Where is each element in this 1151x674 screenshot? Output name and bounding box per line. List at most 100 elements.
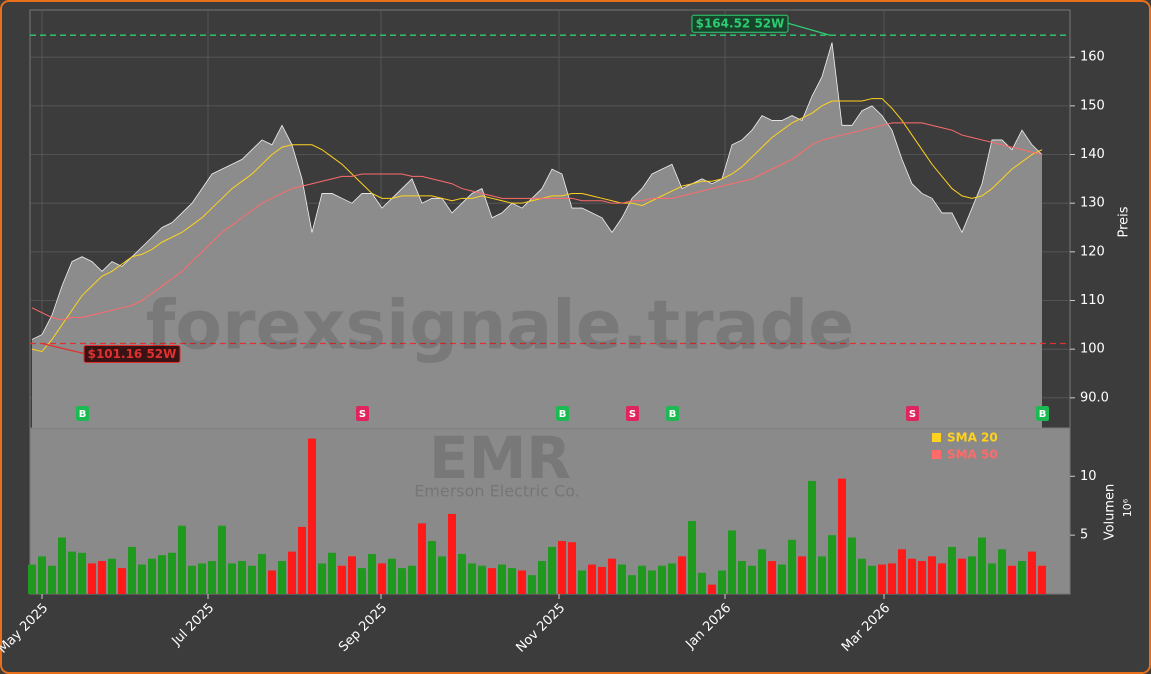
signal-badge: [1036, 406, 1049, 421]
volume-bar: [128, 546, 136, 594]
annotation-box: [691, 14, 789, 33]
volume-bar: [878, 564, 886, 594]
volume-bar: [88, 563, 96, 594]
volume-bar: [678, 556, 686, 594]
volume-bar: [68, 551, 76, 594]
volume-bar: [218, 525, 226, 594]
y-tick-label: 130: [1080, 196, 1105, 211]
volume-bar: [568, 542, 576, 594]
volume-bar: [608, 558, 616, 594]
volume-bar: [228, 563, 236, 594]
annotation-label: $164.52 52W: [696, 17, 785, 31]
signal-badge: [76, 406, 89, 421]
price-line: [31, 42, 1043, 340]
volume-bar: [378, 563, 386, 594]
y-axis-label: Preis: [1117, 206, 1132, 237]
signal-label: B: [669, 409, 677, 420]
annotation-arrow: [787, 22, 831, 36]
y-tick-label: 120: [1080, 244, 1105, 259]
volume-bar: [948, 546, 956, 594]
volume-bar: [458, 553, 466, 594]
y-tick-label: 110: [1080, 293, 1105, 308]
volume-bar: [188, 565, 196, 594]
volume-bar: [978, 537, 986, 594]
volume-bar: [158, 555, 166, 594]
volume-bar: [618, 564, 626, 594]
signal-badge: [556, 406, 569, 421]
watermark: forexsignale.trade: [146, 287, 855, 366]
volume-bar: [498, 564, 506, 594]
volume-bar: [98, 561, 106, 594]
volume-bar: [1018, 561, 1026, 594]
volume-bar: [308, 438, 316, 594]
signal-label: S: [629, 409, 636, 420]
volume-bar: [48, 565, 56, 594]
volume-bar: [728, 530, 736, 594]
volume-bar: [1028, 551, 1036, 594]
volume-bar: [668, 563, 676, 594]
volume-bar: [858, 558, 866, 594]
signal-badge: [906, 406, 919, 421]
volume-bar: [968, 556, 976, 594]
volume-bar: [708, 584, 716, 594]
volume-bar: [198, 563, 206, 594]
volume-bar: [1008, 565, 1016, 594]
y-tick-label: 100: [1080, 342, 1105, 357]
volume-bar: [638, 565, 646, 594]
y-tick-label: 150: [1080, 98, 1105, 113]
volume-bar: [788, 539, 796, 594]
volume-bar: [278, 561, 286, 594]
volume-bar: [318, 563, 326, 594]
y2-tick-label: 10: [1080, 469, 1097, 484]
volume-bar: [488, 568, 496, 594]
volume-bar: [838, 478, 846, 594]
volume-bar: [248, 565, 256, 594]
y-tick-label: 90.0: [1080, 390, 1109, 405]
annotation-box: [83, 345, 181, 364]
volume-bar: [888, 563, 896, 594]
volume-bar: [938, 563, 946, 594]
volume-bar: [648, 570, 656, 594]
legend-label: SMA 50: [947, 448, 998, 462]
volume-bar: [398, 568, 406, 594]
volume-bar: [348, 556, 356, 594]
volume-bar: [558, 541, 566, 594]
signal-label: S: [909, 409, 916, 420]
volume-bar: [138, 564, 146, 594]
volume-bar: [518, 570, 526, 594]
volume-bar: [148, 558, 156, 594]
y2-offset: 10⁶: [1121, 498, 1134, 517]
volume-bar: [748, 565, 756, 594]
legend-label: SMA 20: [947, 431, 998, 445]
volume-bar: [698, 572, 706, 594]
volume-bar: [688, 521, 696, 594]
volume-bar: [718, 570, 726, 594]
volume-bar: [328, 552, 336, 594]
signal-badge: [666, 406, 679, 421]
volume-bar: [808, 480, 816, 594]
volume-bar: [78, 552, 86, 594]
volume-bar: [598, 566, 606, 594]
signal-badge: [356, 406, 369, 421]
volume-bar: [428, 541, 436, 594]
volume-bar: [768, 561, 776, 594]
volume-bar: [958, 558, 966, 594]
volume-bar: [58, 537, 66, 594]
volume-bar: [468, 563, 476, 594]
annotation-arrow: [41, 342, 85, 355]
y-tick-label: 160: [1080, 50, 1105, 65]
signal-label: B: [79, 409, 87, 420]
volume-bar: [508, 568, 516, 594]
sma-line: [31, 122, 1043, 321]
signal-label: B: [559, 409, 567, 420]
volume-bar: [528, 575, 536, 594]
signal-label: B: [1039, 409, 1047, 420]
volume-bar: [998, 549, 1006, 594]
volume-bar: [168, 552, 176, 594]
legend-swatch: [932, 450, 941, 459]
volume-bar: [118, 568, 126, 594]
volume-bar: [28, 564, 36, 594]
price-area: [32, 42, 1042, 428]
volume-bar: [868, 565, 876, 594]
volume-bar: [338, 565, 346, 594]
